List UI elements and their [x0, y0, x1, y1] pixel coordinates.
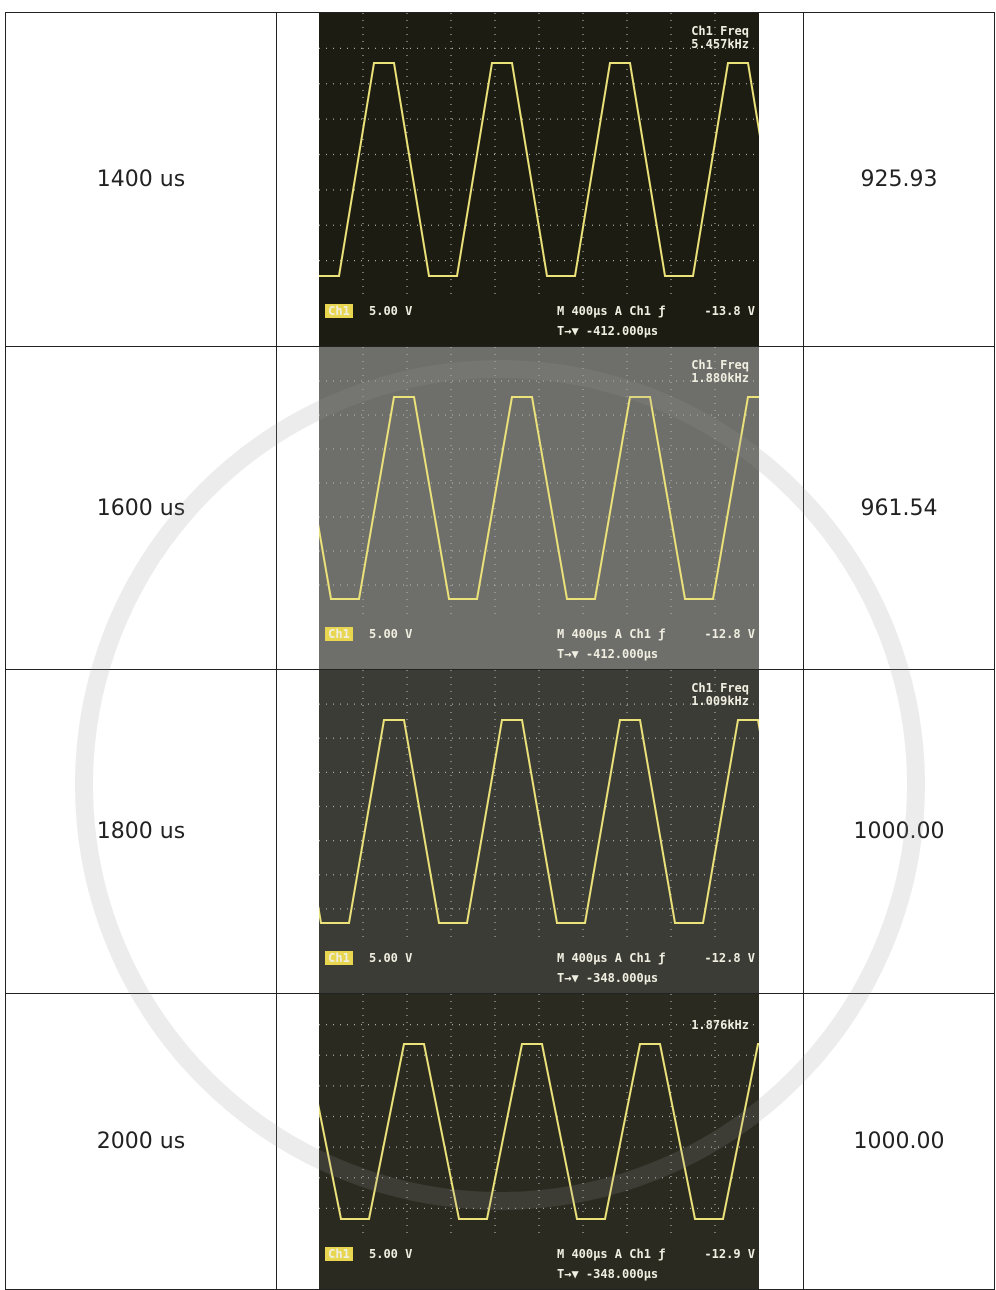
timebase: M 400µs A Ch1 ƒ: [557, 627, 665, 641]
channel: Ch1: [328, 1247, 350, 1261]
freq-title: Ch1 Freq: [691, 681, 749, 695]
pulse-width: 1600 us: [6, 347, 277, 670]
trigger-offset: T→▼ -348.000µs: [557, 1267, 658, 1281]
timebase: M 400µs A Ch1 ƒ: [557, 951, 665, 965]
freq-title: Ch1 Freq: [691, 358, 749, 372]
volts: 5.00 V: [369, 627, 412, 641]
measured-value: 1000.00: [804, 994, 995, 1290]
trigger-level: -12.8 V: [704, 951, 755, 965]
channel: Ch1: [328, 304, 350, 318]
channel: Ch1: [328, 627, 350, 641]
trigger-offset: T→▼ -412.000µs: [557, 324, 658, 338]
volts: 5.00 V: [369, 304, 412, 318]
measured-value: 925.93: [804, 13, 995, 347]
oscilloscope-capture: 1.876kHz Ch1 5.00 V M 400µs A Ch1 ƒ -12.9 V T…: [319, 994, 759, 1289]
page: 1400 usCh1 Freq5.457kHzCh15.00 VM 400µs …: [0, 0, 996, 1285]
pulse-width: 1400 us: [6, 13, 277, 347]
volts: 5.00 V: [369, 951, 412, 965]
pulse-width: 1800 us: [6, 670, 277, 994]
freq-title: Ch1 Freq: [691, 24, 749, 38]
table-row: 2000 us 1.876kHz Ch1 5.00 V M 400µs A Ch1 ƒ -…: [6, 994, 995, 1290]
freq: 5.457kHz: [691, 37, 749, 51]
freq: 1.880kHz: [691, 371, 749, 385]
trigger-level: -12.9 V: [704, 1247, 755, 1261]
trigger-offset: T→▼ -412.000µs: [557, 647, 658, 661]
trigger-offset: T→▼ -348.000µs: [557, 971, 658, 985]
freq: 1.009kHz: [691, 694, 749, 708]
volts: 5.00 V: [369, 1247, 412, 1261]
channel: Ch1: [328, 951, 350, 965]
pulse-width: 2000 us: [6, 994, 277, 1290]
trigger-level: -12.8 V: [704, 627, 755, 641]
freq: 1.876kHz: [691, 1018, 749, 1032]
measured-value: 961.54: [804, 347, 995, 670]
timebase: M 400µs A Ch1 ƒ: [557, 304, 665, 318]
timebase: M 400µs A Ch1 ƒ: [557, 1247, 665, 1261]
measured-value: 1000.00: [804, 670, 995, 994]
scope-cell: 1.876kHz Ch1 5.00 V M 400µs A Ch1 ƒ -12.9 V T…: [277, 994, 804, 1290]
trigger-level: -13.8 V: [704, 304, 755, 318]
